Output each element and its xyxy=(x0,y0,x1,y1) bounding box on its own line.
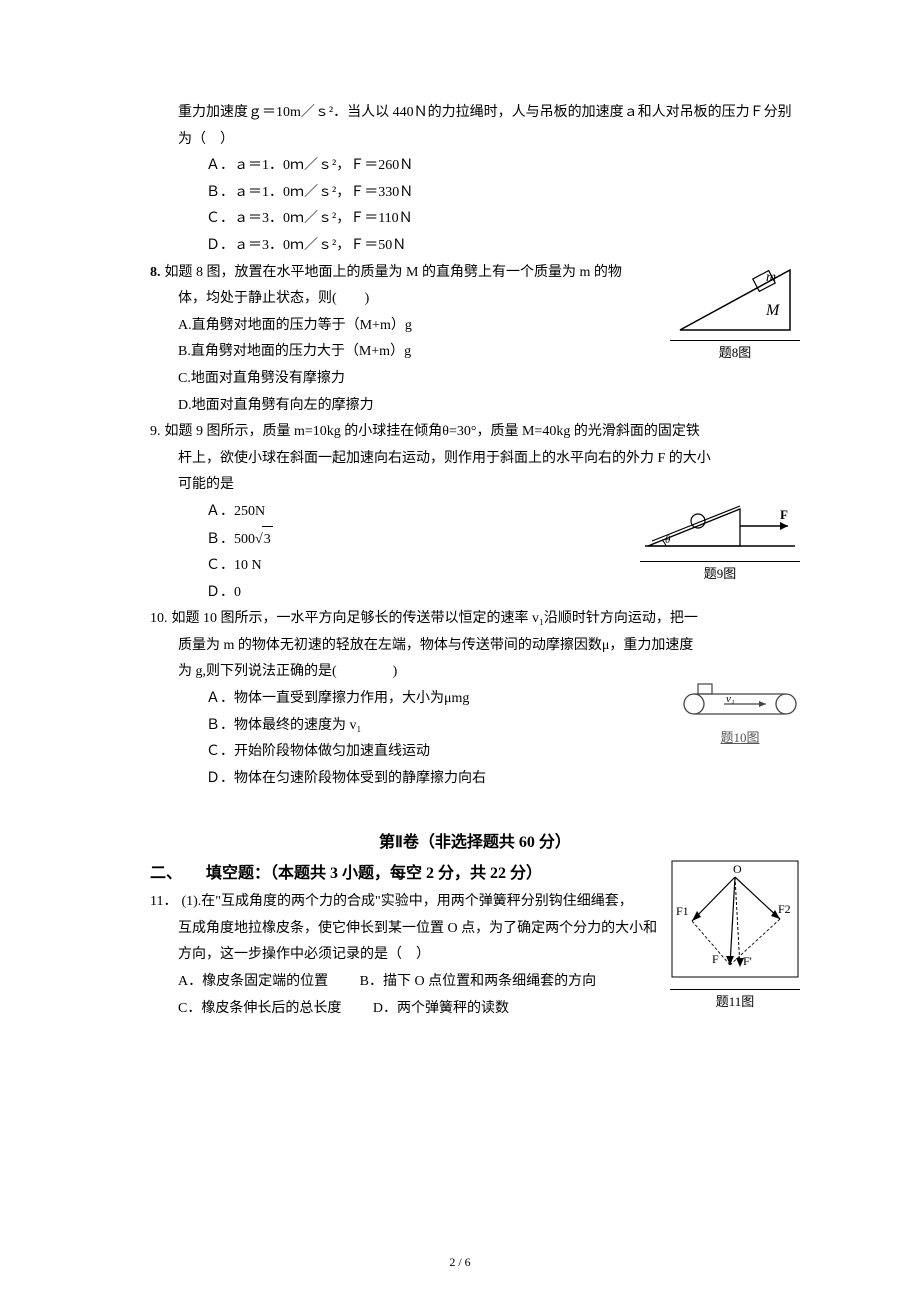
q11-stem-1: (1).在"互成角度的两个力的合成"实验中，用两个弹簧秤分别钩住细绳套， xyxy=(181,894,632,909)
q10-v-label: v₁ xyxy=(726,693,735,705)
sqrt-icon: √3 xyxy=(255,526,273,554)
q11-stem-3: 方向，这一步操作中必须记录的是（ ） xyxy=(178,947,430,962)
option-a: Ａ．ａ＝1．0ｍ／ｓ²，Ｆ＝260Ｎ xyxy=(206,153,800,180)
q10-figure: v₁ 题10图 xyxy=(680,682,800,751)
q11-opt-c: C．橡皮条伸长后的总长度 xyxy=(178,996,341,1023)
q9-figure: F θ 题9图 xyxy=(640,491,800,587)
q11-number: 11． xyxy=(150,889,177,916)
prev-stem-text: 重力加速度ｇ＝10m／ｓ²．当人以 440Ｎ的力拉绳时，人与吊板的加速度ａ和人对… xyxy=(178,105,792,147)
q8-fig-label: 题8图 xyxy=(670,340,800,366)
page-footer: 2 / 6 xyxy=(0,1251,920,1274)
q10-stem-3: 为 g,则下列说法正确的是( ) xyxy=(178,664,397,679)
q9-number: 9. xyxy=(150,419,161,446)
q11-opt-b: B．描下 O 点位置和两条细绳套的方向 xyxy=(360,969,596,996)
q11-F1: F1 xyxy=(676,904,689,918)
q10-fig-label: 题10图 xyxy=(680,726,800,751)
q8-M-label: M xyxy=(765,302,781,319)
q9-theta-label: θ xyxy=(665,534,671,546)
q9-stem-2: 杆上，欲使小球在斜面一起加速向右运动，则作用于斜面上的水平向右的外力 F 的大小 xyxy=(178,451,711,466)
prev-question-stem: 重力加速度ｇ＝10m／ｓ²．当人以 440Ｎ的力拉绳时，人与吊板的加速度ａ和人对… xyxy=(150,100,800,153)
q8-stem-1: 如题 8 图，放置在水平地面上的质量为 M 的直角劈上有一个质量为 m 的物 xyxy=(165,265,622,280)
q10-stem-1: 如题 10 图所示，一水平方向足够长的传送带以恒定的速率 v₁沿顺时针方向运动，… xyxy=(172,611,698,626)
q9-fig-label: 题9图 xyxy=(640,561,800,587)
q11-stem-2: 互成角度地拉橡皮条，使它伸长到某一位置 O 点，为了确定两个分力的大小和 xyxy=(178,921,657,936)
option-d: Ｄ．ａ＝3．0ｍ／ｓ²，Ｆ＝50Ｎ xyxy=(206,233,800,260)
q11-F: F xyxy=(712,952,719,966)
option-c: Ｃ．ａ＝3．0ｍ／ｓ²，Ｆ＝110Ｎ xyxy=(206,206,800,233)
q8-opt-d: D.地面对直角劈有向左的摩擦力 xyxy=(178,393,800,420)
q10-stem-2: 质量为 m 的物体无初速的轻放在左端，物体与传送带间的动摩擦因数μ，重力加速度 xyxy=(178,638,693,653)
option-b: Ｂ．ａ＝1．0ｍ／ｓ²，Ｆ＝330Ｎ xyxy=(206,180,800,207)
q11-O: O xyxy=(733,862,742,876)
q8-m-label: m xyxy=(766,270,776,285)
q8-opt-c: C.地面对直角劈没有摩擦力 xyxy=(178,366,800,393)
q8-number: 8. xyxy=(150,260,161,287)
q11-Fp: F' xyxy=(743,954,752,968)
page: 重力加速度ｇ＝10m／ｓ²．当人以 440Ｎ的力拉绳时，人与吊板的加速度ａ和人对… xyxy=(0,0,920,1302)
q9-stem-1: 如题 9 图所示，质量 m=10kg 的小球挂在倾角θ=30°，质量 M=40k… xyxy=(165,424,700,439)
question-8: m M 题8图 8. 如题 8 图，放置在水平地面上的质量为 M 的直角劈上有一… xyxy=(150,260,800,420)
prev-question-options: Ａ．ａ＝1．0ｍ／ｓ²，Ｆ＝260Ｎ Ｂ．ａ＝1．0ｍ／ｓ²，Ｆ＝330Ｎ Ｃ．… xyxy=(150,153,800,259)
part2-title: 第Ⅱ卷（非选择题共 60 分） xyxy=(150,828,800,858)
question-9: 9. 如题 9 图所示，质量 m=10kg 的小球挂在倾角θ=30°，质量 M=… xyxy=(150,419,800,606)
q10-number: 10. xyxy=(150,606,168,633)
q9-F-label: F xyxy=(780,507,788,522)
q11-F2: F2 xyxy=(778,902,791,916)
q11-fig-label: 题11图 xyxy=(670,989,800,1015)
question-10: 10. 如题 10 图所示，一水平方向足够长的传送带以恒定的速率 v₁沿顺时针方… xyxy=(150,606,800,792)
q9-stem-3: 可能的是 xyxy=(178,477,234,492)
question-11: O F1 F2 F F' 题11图 二、 填空题：（本题共 3 小题，每空 2 … xyxy=(150,859,800,1022)
q11-figure: O F1 F2 F F' 题11图 xyxy=(670,859,800,1015)
q11-opt-d: D．两个弹簧秤的读数 xyxy=(373,996,509,1023)
q8-stem-2: 体，均处于静止状态，则( ) xyxy=(178,291,369,306)
q10-opt-d: Ｄ．物体在匀速阶段物体受到的静摩擦力向右 xyxy=(206,766,800,793)
q8-figure: m M 题8图 xyxy=(670,260,800,366)
q11-opt-a: A．橡皮条固定端的位置 xyxy=(178,969,328,996)
